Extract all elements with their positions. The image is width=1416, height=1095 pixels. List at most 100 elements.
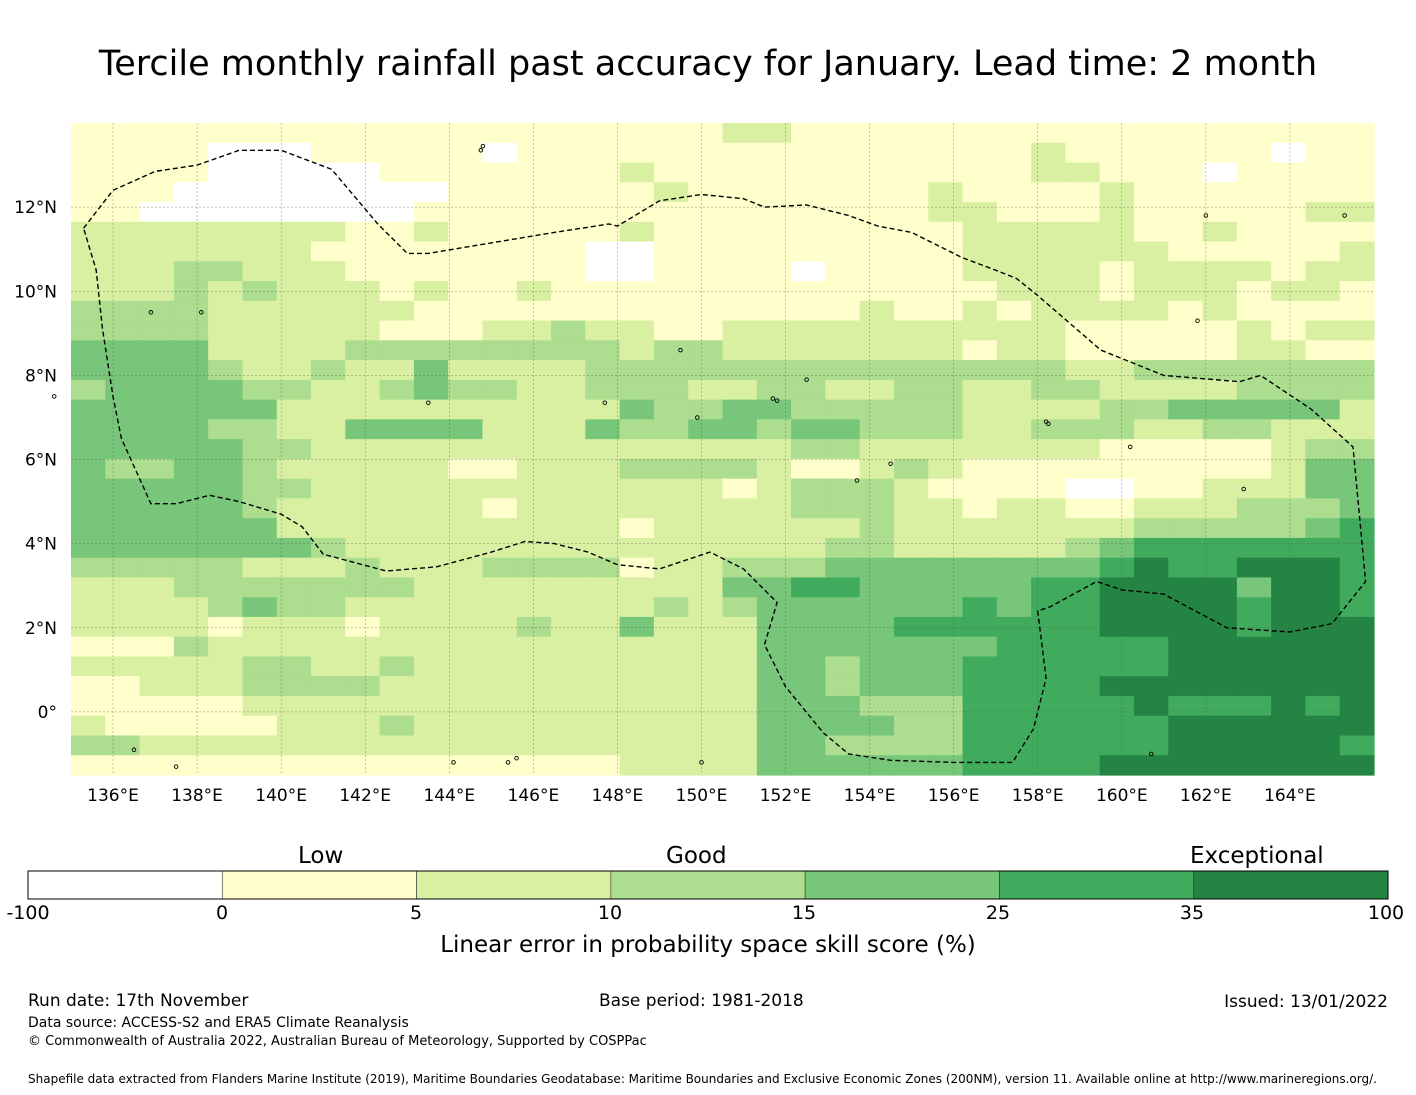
island-outline — [770, 396, 776, 401]
heatmap-cell — [105, 537, 141, 559]
heatmap-cell — [1271, 142, 1307, 164]
heatmap-cell — [756, 142, 792, 164]
heatmap-cell — [448, 221, 484, 243]
heatmap-cell — [1065, 498, 1101, 519]
heatmap-cell — [928, 676, 964, 697]
heatmap-cell — [413, 300, 449, 322]
heatmap-cell — [71, 221, 106, 243]
heatmap-cell — [379, 439, 415, 460]
heatmap-cell — [1031, 755, 1066, 776]
heatmap-cell — [653, 340, 689, 361]
heatmap-cell — [139, 636, 175, 658]
heatmap-cell — [139, 261, 175, 282]
heatmap-cell — [242, 735, 278, 756]
heatmap-cell — [859, 577, 895, 598]
heatmap-cell — [413, 419, 449, 440]
heatmap-cell — [688, 577, 724, 598]
heatmap-cell — [139, 419, 175, 440]
heatmap-cell — [1168, 300, 1204, 322]
heatmap-cell — [1168, 458, 1204, 480]
heatmap-cell — [311, 676, 346, 697]
heatmap-cell — [1133, 439, 1169, 460]
heatmap-cell — [585, 458, 621, 480]
heatmap-cell — [688, 676, 724, 697]
heatmap-cell — [619, 142, 655, 164]
heatmap-cell — [139, 478, 175, 499]
heatmap-cell — [653, 616, 689, 638]
heatmap-cell — [585, 439, 621, 460]
heatmap-cell — [1031, 478, 1066, 499]
heatmap-cell — [653, 478, 689, 499]
shapefile-credit: Shapefile data extracted from Flanders M… — [28, 1072, 1377, 1086]
heatmap-cell — [242, 123, 278, 144]
lat-tick-label: 6°N — [25, 451, 57, 471]
heatmap-cell — [996, 676, 1032, 697]
heatmap-cell — [413, 439, 449, 460]
heatmap-cell — [585, 300, 621, 322]
heatmap-cell — [71, 379, 106, 401]
heatmap-cell — [208, 755, 244, 776]
heatmap-cell — [1133, 597, 1169, 618]
heatmap-cell — [859, 537, 895, 559]
heatmap-cell — [859, 261, 895, 282]
heatmap-cell — [619, 281, 655, 302]
heatmap-cell — [276, 261, 312, 282]
island-outline — [774, 398, 780, 403]
heatmap-cell — [379, 478, 415, 499]
heatmap-cell — [1236, 577, 1272, 598]
heatmap-cell — [379, 676, 415, 697]
heatmap-cell — [173, 261, 209, 282]
heatmap-cell — [311, 202, 346, 223]
heatmap-cell — [791, 360, 826, 381]
heatmap-cell — [928, 123, 964, 144]
heatmap-cell — [1339, 123, 1375, 144]
heatmap-cell — [413, 142, 449, 164]
heatmap-cell — [893, 340, 929, 361]
heatmap-cell — [859, 676, 895, 697]
heatmap-cell — [791, 123, 826, 144]
heatmap-cell — [1133, 557, 1169, 579]
heatmap-cell — [311, 478, 346, 499]
heatmap-cell — [379, 695, 415, 717]
heatmap-cell — [1065, 439, 1101, 460]
heatmap-cell — [379, 202, 415, 223]
heatmap-cell — [722, 498, 758, 519]
heatmap-cell — [893, 182, 929, 203]
heatmap-cell — [345, 616, 381, 638]
heatmap-cell — [1099, 518, 1135, 539]
heatmap-cell — [825, 162, 861, 183]
heatmap-cell — [722, 221, 758, 243]
heatmap-cell — [516, 162, 552, 183]
heatmap-cell — [928, 498, 964, 519]
heatmap-cell — [1305, 735, 1341, 756]
heatmap-cell — [105, 162, 141, 183]
heatmap-cell — [1305, 379, 1341, 401]
heatmap-cell — [208, 379, 244, 401]
heatmap-cell — [311, 557, 346, 579]
heatmap-cell — [1202, 261, 1238, 282]
heatmap-cell — [551, 202, 586, 223]
heatmap-cell — [585, 597, 621, 618]
heatmap-cell — [722, 458, 758, 480]
heatmap-cell — [208, 439, 244, 460]
heatmap-cell — [345, 656, 381, 677]
heatmap-cell — [1065, 557, 1101, 579]
heatmap-cell — [482, 123, 518, 144]
heatmap-cell — [688, 281, 724, 302]
heatmap-cell — [825, 656, 861, 677]
heatmap-cell — [1099, 439, 1135, 460]
heatmap-cell — [379, 399, 415, 420]
heatmap-cell — [1031, 162, 1066, 183]
heatmap-cell — [859, 439, 895, 460]
heatmap-cell — [825, 202, 861, 223]
heatmap-cell — [619, 182, 655, 203]
heatmap-cell — [1236, 399, 1272, 420]
heatmap-cell — [1202, 241, 1238, 262]
heatmap-cell — [139, 518, 175, 539]
heatmap-cell — [1133, 261, 1169, 282]
heatmap-cell — [585, 419, 621, 440]
heatmap-cell — [379, 419, 415, 440]
heatmap-cell — [71, 735, 106, 756]
heatmap-cell — [1065, 735, 1101, 756]
heatmap-cell — [756, 300, 792, 322]
